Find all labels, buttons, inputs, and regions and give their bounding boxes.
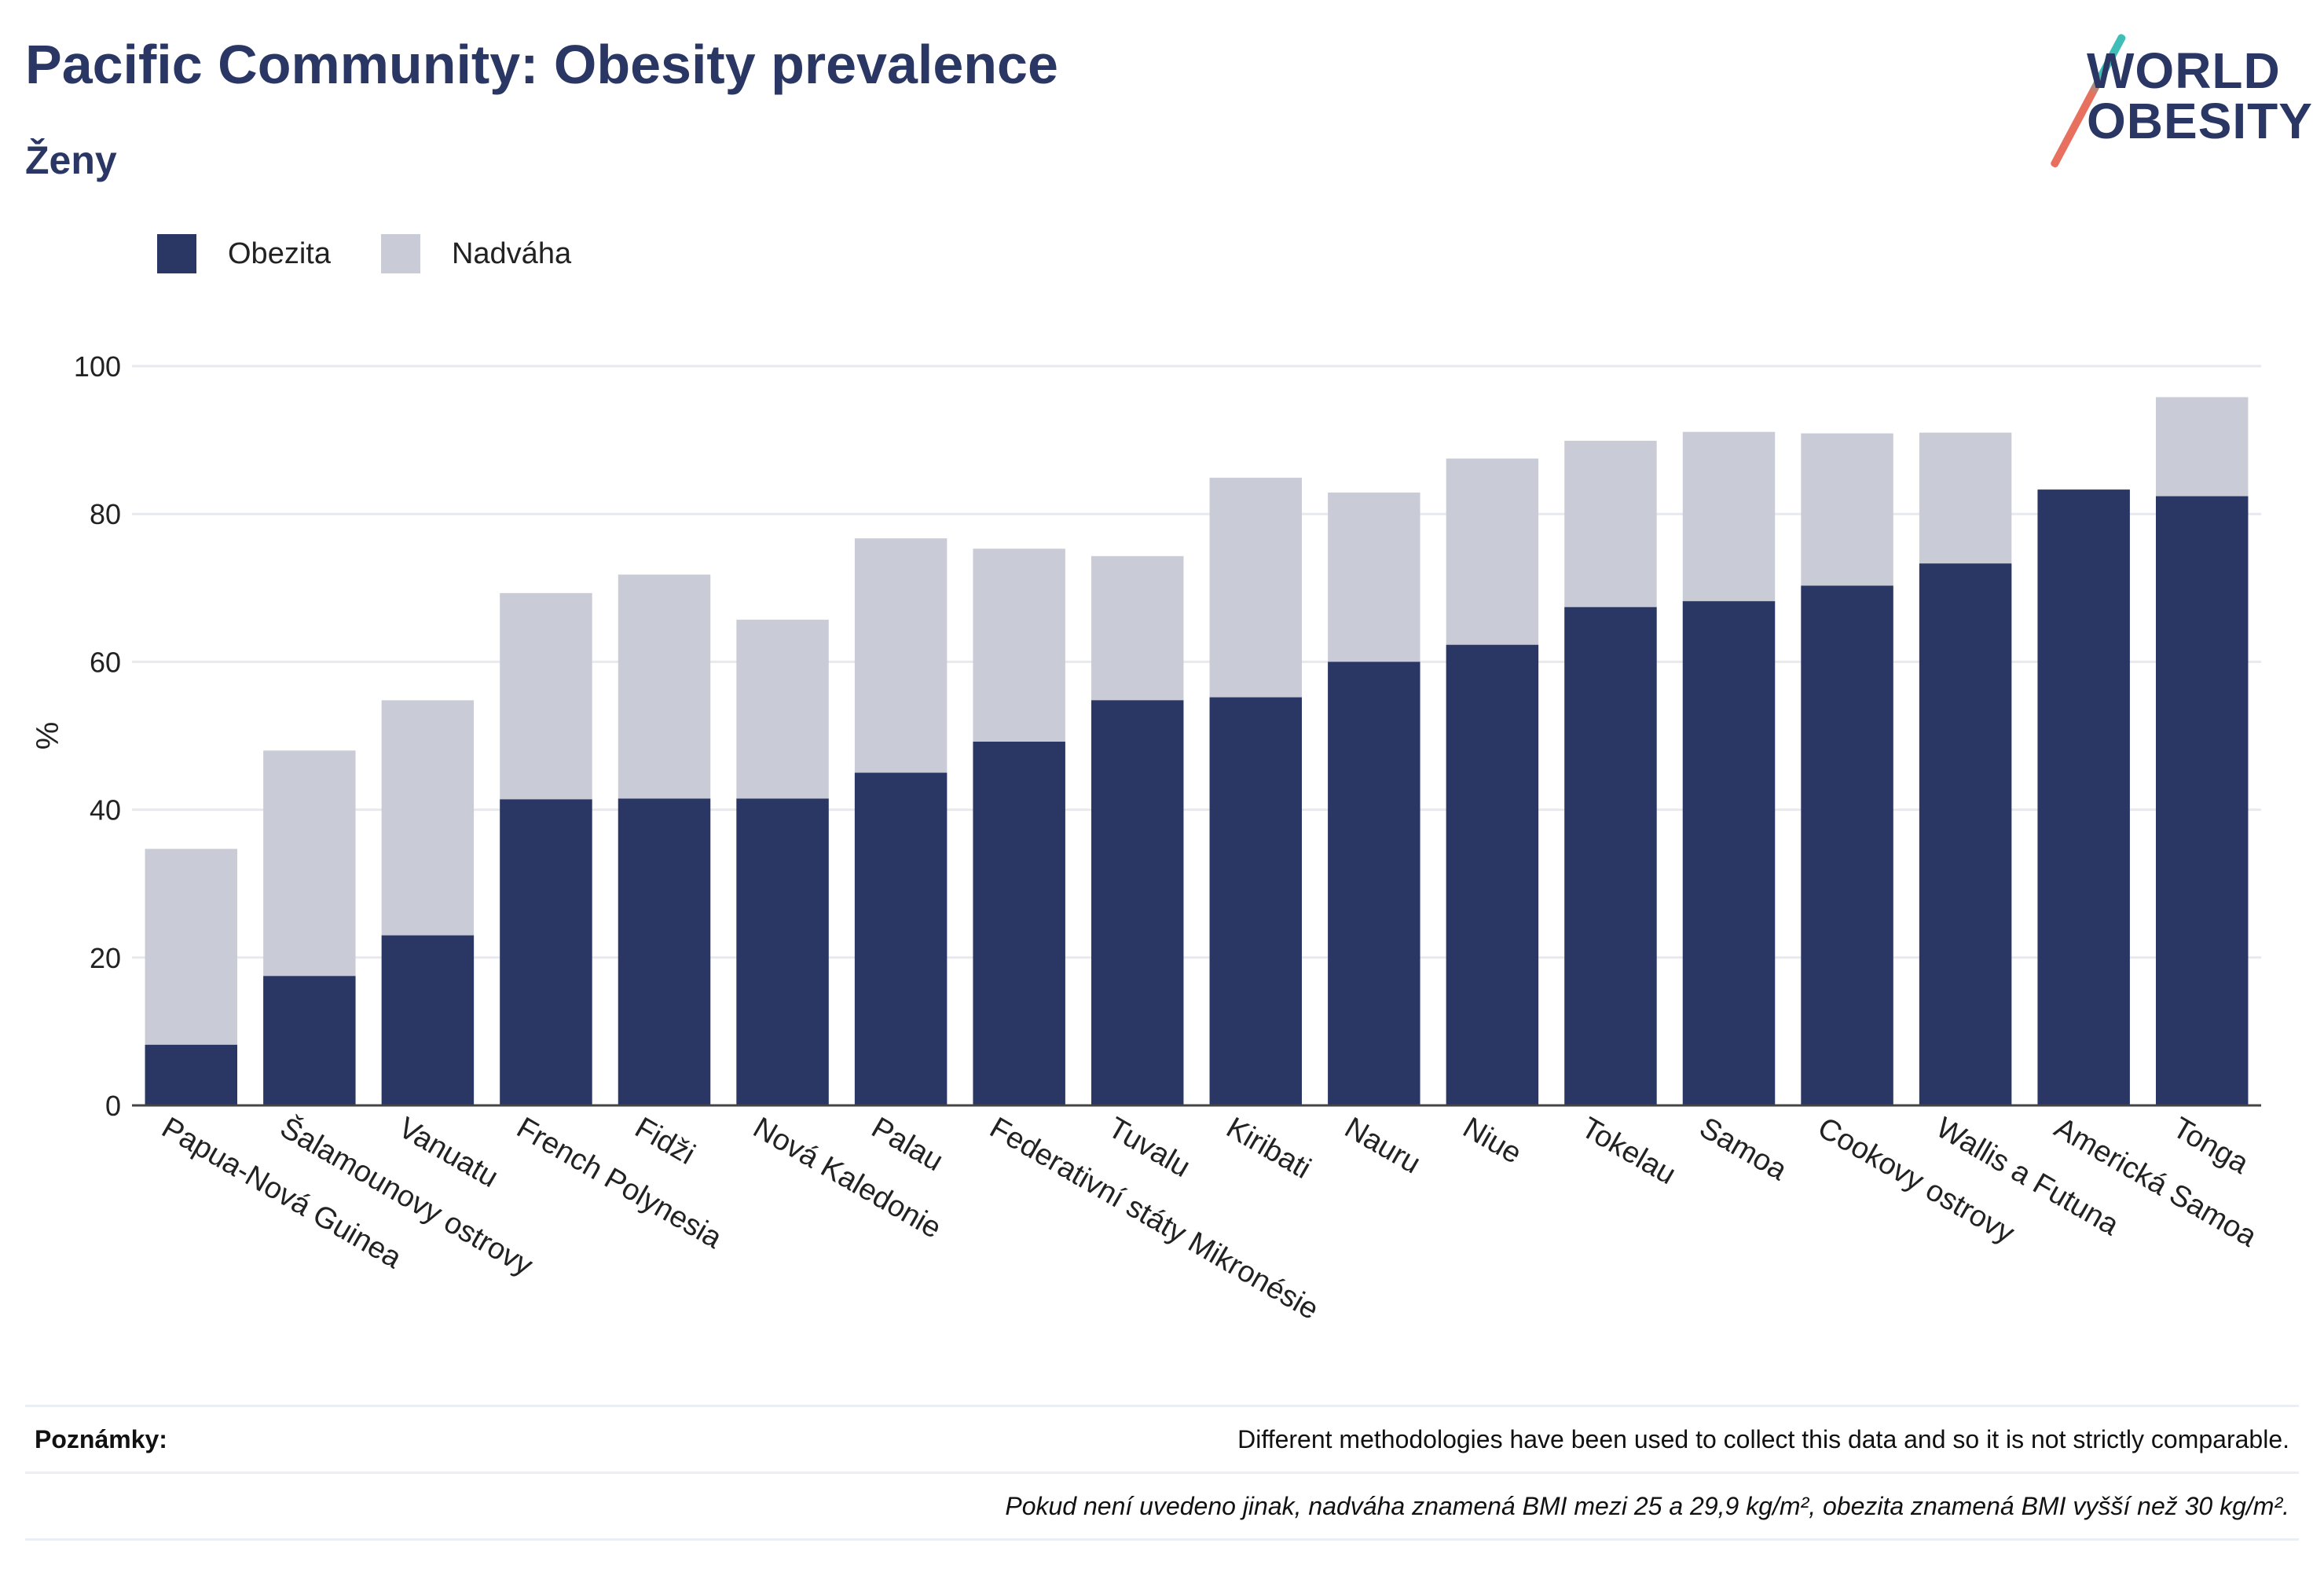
chart-title: Pacific Community: Obesity prevalence <box>25 34 1058 95</box>
x-tick-label: Tokelau <box>1575 1111 1681 1191</box>
x-tick-label: Tonga <box>2167 1111 2254 1181</box>
notes-text-methodology: Different methodologies have been used t… <box>1237 1424 2289 1453</box>
y-tick-label: 20 <box>90 942 121 974</box>
x-tick-label: Americká Samoa <box>2049 1111 2263 1253</box>
y-tick-label: 40 <box>90 794 121 826</box>
y-tick-label: 100 <box>74 350 121 383</box>
y-tick-label: 80 <box>90 498 121 530</box>
y-tick-label: 60 <box>90 646 121 678</box>
world-obesity-logo: WORLD OBESITY <box>2049 33 2312 169</box>
bar-obezita <box>618 798 711 1105</box>
logo-text-line1: WORLD <box>2087 42 2281 99</box>
x-tick-label: Niue <box>1457 1111 1527 1170</box>
notes-label: Poznámky: <box>35 1424 167 1453</box>
bar-obezita <box>1682 601 1776 1105</box>
x-tick-label: Kiribati <box>1221 1111 1317 1185</box>
legend-swatch-obezita <box>157 234 196 273</box>
y-tick-label: 0 <box>105 1090 121 1122</box>
logo-text-line2: OBESITY <box>2087 93 2313 149</box>
x-tick-label: Samoa <box>1694 1111 1793 1187</box>
bar-obezita <box>736 798 829 1105</box>
bar-obezita <box>1209 697 1302 1105</box>
x-tick-label: Tuvalu <box>1102 1111 1196 1184</box>
x-tick-label: Cookovy ostrovy <box>1813 1111 2020 1250</box>
notes-row-1: Poznámky: Different methodologies have b… <box>25 1405 2299 1472</box>
x-tick-label: Nauru <box>1339 1111 1426 1180</box>
bar-obezita <box>1446 644 1539 1105</box>
bar-obezita <box>973 742 1065 1105</box>
y-axis-label: % <box>31 722 65 750</box>
bar-obezita <box>1328 662 1420 1105</box>
bar-obezita <box>145 1044 237 1105</box>
x-tick-label: Fidži <box>629 1111 700 1171</box>
legend-label-nadvaha: Nadváha <box>451 236 572 270</box>
bar-obezita <box>2156 496 2249 1105</box>
notes-text-bmi-definition: Pokud není uvedeno jinak, nadváha znamen… <box>1005 1491 2289 1520</box>
legend-item-nadvaha[interactable]: Nadváha <box>380 234 572 273</box>
legend-label-obezita: Obezita <box>228 236 331 270</box>
bar-obezita <box>854 772 948 1105</box>
chart-subtitle: Ženy <box>25 138 117 182</box>
bar-obezita <box>1564 607 1657 1105</box>
bar-obezita <box>263 976 356 1105</box>
notes-section: Poznámky: Different methodologies have b… <box>25 1405 2299 1541</box>
x-tick-label: Palau <box>866 1111 948 1178</box>
bar-obezita <box>381 935 475 1105</box>
bar-obezita <box>1801 585 1893 1105</box>
legend-item-obezita[interactable]: Obezita <box>157 234 331 273</box>
bar-obezita <box>500 799 592 1105</box>
notes-row-2: Pokud není uvedeno jinak, nadváha znamen… <box>25 1472 2299 1541</box>
legend-swatch-nadvaha <box>380 234 420 273</box>
chart-legend: Obezita Nadváha <box>157 234 621 273</box>
x-tick-label: French Polynesia <box>511 1111 728 1255</box>
bar-obezita <box>1091 700 1184 1105</box>
bar-obezita <box>1919 563 2012 1105</box>
bar-obezita <box>2037 489 2130 1105</box>
